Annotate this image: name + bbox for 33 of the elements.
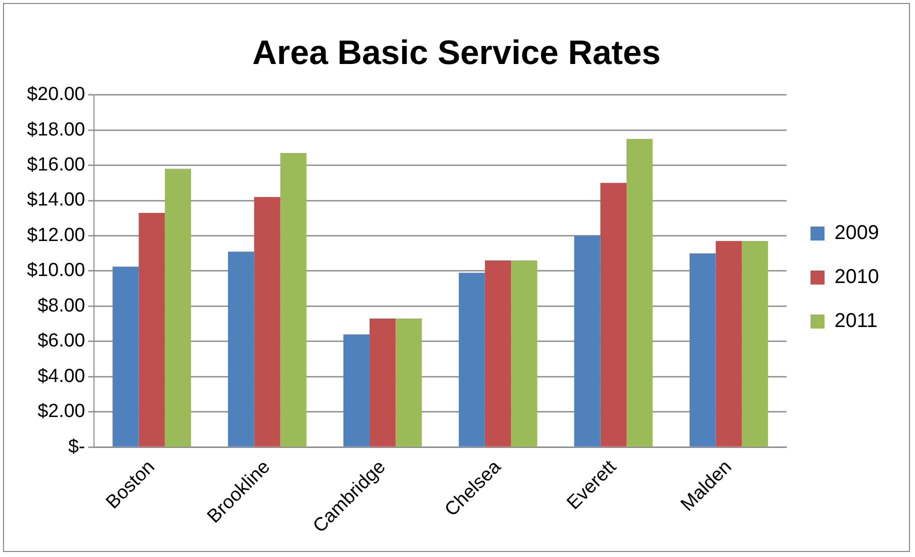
bar bbox=[254, 196, 280, 446]
legend-label: 2011 bbox=[834, 310, 878, 332]
bar bbox=[574, 236, 600, 446]
y-tick-label: $- bbox=[68, 436, 86, 458]
bar bbox=[396, 318, 422, 446]
y-tick-label: $18.00 bbox=[26, 119, 86, 140]
bar bbox=[370, 318, 396, 446]
y-tick-label: $20.00 bbox=[26, 84, 86, 106]
chart-title: Area Basic Service Rates bbox=[252, 34, 661, 72]
bar bbox=[138, 212, 165, 446]
bar bbox=[280, 152, 306, 446]
y-tick-label: $6.00 bbox=[38, 330, 86, 352]
bar bbox=[458, 272, 485, 446]
bar bbox=[626, 138, 653, 446]
y-tick-label: $8.00 bbox=[38, 295, 86, 316]
y-tick-label: $12.00 bbox=[26, 224, 86, 246]
bar bbox=[742, 241, 768, 446]
bar bbox=[112, 266, 139, 446]
bar bbox=[343, 334, 370, 446]
bar bbox=[600, 182, 626, 446]
y-tick-label: $4.00 bbox=[38, 366, 86, 387]
y-tick-label: $16.00 bbox=[26, 154, 86, 176]
y-tick-label: $2.00 bbox=[38, 401, 86, 422]
legend-label: 2010 bbox=[834, 266, 880, 288]
y-tick-label: $14.00 bbox=[26, 190, 86, 211]
y-tick-label: $10.00 bbox=[26, 260, 86, 282]
bar bbox=[484, 260, 512, 446]
bar bbox=[716, 241, 742, 446]
bar bbox=[511, 260, 538, 446]
legend-label: 2009 bbox=[834, 222, 880, 244]
bar bbox=[164, 168, 192, 446]
bar bbox=[228, 252, 254, 446]
bar bbox=[690, 253, 716, 446]
